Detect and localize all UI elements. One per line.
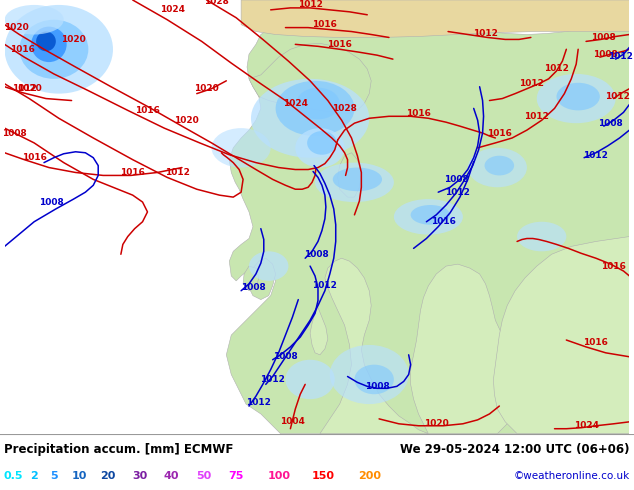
Text: 1016: 1016 (601, 262, 626, 270)
Text: 1012: 1012 (583, 151, 609, 160)
Text: 1020: 1020 (4, 23, 29, 32)
Text: ©weatheronline.co.uk: ©weatheronline.co.uk (514, 471, 630, 481)
Text: 1012: 1012 (12, 84, 37, 93)
Ellipse shape (354, 365, 394, 394)
Text: 1016: 1016 (313, 20, 337, 29)
Ellipse shape (276, 81, 354, 136)
Polygon shape (310, 308, 328, 355)
Ellipse shape (295, 128, 345, 168)
Ellipse shape (307, 131, 337, 155)
Ellipse shape (484, 156, 514, 175)
Ellipse shape (31, 26, 67, 62)
Text: 0.5: 0.5 (4, 471, 23, 481)
Ellipse shape (4, 5, 113, 94)
Text: 1012: 1012 (608, 51, 633, 61)
Text: 1012: 1012 (446, 188, 470, 196)
Ellipse shape (330, 345, 409, 404)
Polygon shape (249, 44, 371, 113)
Ellipse shape (20, 20, 88, 79)
Text: 1020: 1020 (194, 84, 219, 93)
Text: 5: 5 (50, 471, 58, 481)
Polygon shape (226, 0, 630, 434)
Text: 1012: 1012 (524, 112, 549, 121)
Ellipse shape (212, 128, 271, 168)
Text: 1016: 1016 (487, 128, 512, 138)
Polygon shape (249, 258, 276, 299)
Ellipse shape (517, 222, 566, 251)
Polygon shape (320, 258, 429, 434)
Text: 1024: 1024 (283, 99, 308, 108)
Text: 150: 150 (312, 471, 335, 481)
Text: 1028: 1028 (332, 104, 357, 113)
Text: 1016: 1016 (406, 109, 431, 118)
Text: 1008: 1008 (598, 119, 623, 128)
Ellipse shape (251, 79, 369, 158)
Text: 1016: 1016 (22, 153, 46, 162)
Text: 200: 200 (358, 471, 381, 481)
Polygon shape (493, 237, 630, 434)
Polygon shape (241, 0, 630, 37)
Ellipse shape (315, 163, 394, 202)
Text: Precipitation accum. [mm] ECMWF: Precipitation accum. [mm] ECMWF (4, 443, 233, 456)
Text: 1012: 1012 (260, 375, 285, 384)
Text: 1012: 1012 (605, 92, 630, 101)
Text: 1008: 1008 (444, 175, 469, 184)
Ellipse shape (394, 199, 463, 235)
Ellipse shape (36, 31, 56, 51)
Text: 1016: 1016 (583, 339, 609, 347)
Text: 1008: 1008 (273, 352, 298, 361)
Text: 1016: 1016 (120, 168, 145, 177)
Text: 1016: 1016 (10, 45, 35, 54)
Text: 1008: 1008 (39, 197, 64, 207)
Text: 1008: 1008 (304, 250, 328, 259)
Text: We 29-05-2024 12:00 UTC (06+06): We 29-05-2024 12:00 UTC (06+06) (401, 443, 630, 456)
Ellipse shape (4, 5, 63, 34)
Text: 1016: 1016 (135, 106, 160, 115)
Ellipse shape (411, 205, 450, 225)
Text: 1012: 1012 (313, 281, 337, 290)
Ellipse shape (537, 74, 616, 123)
Ellipse shape (557, 83, 600, 110)
Text: 30: 30 (132, 471, 147, 481)
Text: 10: 10 (72, 471, 87, 481)
Text: 1016: 1016 (430, 217, 456, 226)
Text: 20: 20 (100, 471, 115, 481)
Text: 1012: 1012 (544, 65, 569, 74)
Text: 1028: 1028 (204, 0, 229, 6)
Ellipse shape (249, 251, 288, 281)
Text: 1024: 1024 (574, 421, 598, 430)
Text: 1008: 1008 (2, 128, 27, 138)
Text: 1008: 1008 (365, 382, 389, 391)
Text: 1012: 1012 (165, 168, 190, 177)
Text: 1008: 1008 (240, 283, 265, 293)
Ellipse shape (285, 360, 335, 399)
Text: 1016: 1016 (327, 40, 352, 49)
Polygon shape (411, 264, 527, 434)
Text: 2: 2 (30, 471, 38, 481)
Text: 1012: 1012 (247, 397, 271, 407)
Text: 40: 40 (164, 471, 179, 481)
Text: 1024: 1024 (160, 5, 184, 14)
Text: 50: 50 (196, 471, 211, 481)
Text: 1020: 1020 (174, 116, 199, 125)
Ellipse shape (296, 88, 340, 119)
Text: 1020: 1020 (17, 84, 42, 93)
Text: 1020: 1020 (61, 35, 86, 44)
Text: 1008: 1008 (593, 49, 618, 59)
Text: 1020: 1020 (424, 419, 449, 428)
Ellipse shape (468, 148, 527, 187)
Polygon shape (338, 153, 361, 197)
Text: 100: 100 (268, 471, 291, 481)
Text: 75: 75 (228, 471, 243, 481)
Text: 1012: 1012 (298, 0, 323, 9)
Text: 1012: 1012 (473, 29, 498, 38)
Text: 1004: 1004 (280, 417, 305, 426)
Text: 1008: 1008 (592, 33, 616, 42)
Text: 1012: 1012 (519, 79, 545, 88)
Ellipse shape (333, 168, 382, 191)
Polygon shape (243, 266, 259, 291)
